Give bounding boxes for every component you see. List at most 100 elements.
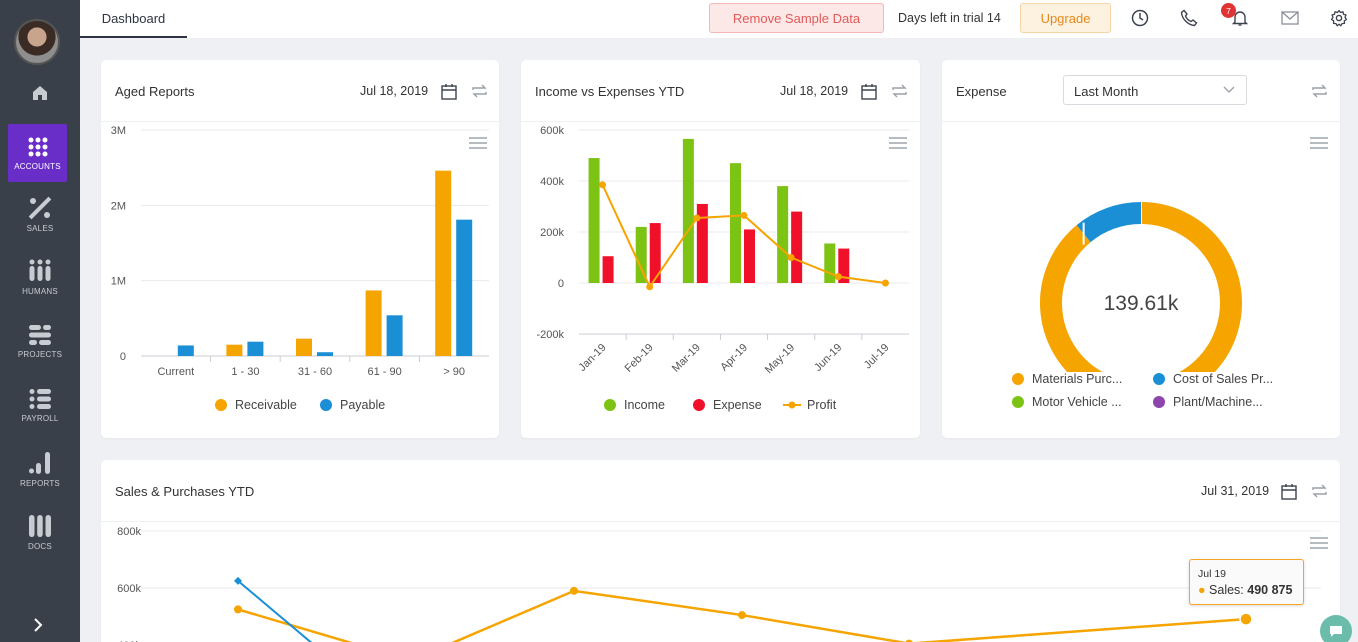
y-tick-label: 600k	[540, 125, 564, 137]
bar-expense	[696, 203, 708, 283]
legend-line-marker	[783, 401, 801, 409]
bar-income	[635, 226, 647, 283]
profit-point	[834, 273, 842, 281]
legend-income[interactable]: Income	[604, 398, 665, 412]
mail-button[interactable]	[1277, 5, 1303, 31]
refresh-icon	[471, 84, 487, 98]
sidebar-item-payroll[interactable]: PAYROLL	[0, 376, 80, 434]
sales-point	[234, 605, 242, 614]
calendar-button[interactable]	[1279, 481, 1299, 501]
refresh-button[interactable]	[1309, 481, 1329, 501]
sidebar-item-sales[interactable]: SALES	[0, 185, 80, 243]
legend-motor-vehicle[interactable]: Motor Vehicle ...	[1012, 395, 1122, 409]
home-button[interactable]	[0, 78, 80, 108]
upgrade-button[interactable]: Upgrade	[1020, 3, 1111, 33]
grid-dots-icon	[28, 137, 47, 156]
refresh-button[interactable]	[1309, 81, 1329, 101]
legend-plant-machinery[interactable]: Plant/Machine...	[1153, 395, 1263, 409]
y-tick-label: 400k	[117, 640, 141, 642]
avatar[interactable]	[14, 19, 60, 65]
legend-dot	[1153, 373, 1165, 385]
calendar-button[interactable]	[859, 81, 879, 101]
payroll-icon	[29, 388, 51, 409]
card-title: Sales & Purchases YTD	[115, 484, 255, 499]
trial-days-text: Days left in trial 14	[898, 11, 1001, 25]
legend-dot	[320, 399, 332, 411]
top-bar: Dashboard Remove Sample Data Days left i…	[80, 0, 1358, 38]
bar-payable	[456, 219, 473, 356]
bar-receivable	[435, 170, 452, 356]
tooltip-label: Sales:	[1209, 583, 1248, 597]
sidebar-item-label: ACCOUNTS	[14, 161, 61, 171]
legend-profit[interactable]: Profit	[783, 398, 836, 412]
settings-button[interactable]	[1326, 5, 1352, 31]
chevron-down-icon	[1223, 86, 1235, 93]
y-tick-label: 0	[120, 351, 126, 363]
y-tick-label: 3M	[111, 125, 126, 137]
clock-icon	[1131, 9, 1149, 27]
legend-receivable[interactable]: Receivable	[215, 398, 297, 412]
remove-sample-data-button[interactable]: Remove Sample Data	[709, 3, 884, 33]
expand-sidebar-button[interactable]	[26, 612, 50, 638]
chart-menu-icon[interactable]	[469, 137, 487, 151]
x-tick-label: Jun-19	[812, 342, 844, 374]
legend-dot	[604, 399, 616, 411]
profit-point	[599, 181, 607, 189]
chat-icon	[1330, 626, 1342, 637]
period-select[interactable]: Last Month	[1063, 75, 1247, 105]
clock-button[interactable]	[1127, 5, 1153, 31]
expense-card: Expense Last Month 139.61k Materials Pur…	[942, 60, 1340, 438]
legend-payable[interactable]: Payable	[320, 398, 385, 412]
aged-reports-chart: 3M 2M 1M 0 Current 1 - 30 31 - 60 61 - 90 > 90	[111, 125, 489, 378]
refresh-button[interactable]	[469, 81, 489, 101]
income-vs-expenses-card: Income vs Expenses YTD Jul 18, 2019 600k…	[521, 60, 920, 438]
card-header: Income vs Expenses YTD Jul 18, 2019	[521, 60, 920, 122]
notifications-button[interactable]	[1227, 5, 1253, 31]
card-header: Aged Reports Jul 18, 2019	[101, 60, 499, 122]
docs-icon	[29, 514, 51, 537]
x-tick-label: Mar-19	[670, 342, 703, 375]
bar-payable	[317, 352, 333, 356]
calendar-icon	[861, 83, 877, 100]
sidebar-item-reports[interactable]: REPORTS	[0, 440, 80, 498]
tooltip-value-row: ● Sales: 490 875	[1198, 583, 1293, 597]
tab-dashboard[interactable]: Dashboard	[80, 0, 187, 38]
legend-cost-of-sales[interactable]: Cost of Sales Pr...	[1153, 372, 1273, 386]
card-header: Expense Last Month	[942, 60, 1340, 122]
expense-donut-chart: 139.61k	[1040, 202, 1242, 372]
x-tick-label: Apr-19	[718, 342, 750, 374]
bar-chart-icon	[29, 451, 50, 474]
sidebar-item-projects[interactable]: PROJECTS	[0, 312, 80, 370]
sidebar-item-docs[interactable]: DOCS	[0, 503, 80, 561]
sidebar-item-label: PAYROLL	[21, 413, 59, 423]
chart-menu-icon[interactable]	[1310, 137, 1328, 151]
sidebar-item-accounts[interactable]: ACCOUNTS	[8, 124, 67, 182]
refresh-button[interactable]	[889, 81, 909, 101]
x-tick-label: Jul-19	[862, 342, 892, 372]
sidebar-item-humans[interactable]: HUMANS	[0, 248, 80, 306]
sidebar-item-label: HUMANS	[22, 286, 58, 296]
x-tick-label: > 90	[443, 366, 465, 378]
donut-slice	[1076, 202, 1142, 243]
legend-materials[interactable]: Materials Purc...	[1012, 372, 1122, 386]
refresh-icon	[1311, 484, 1327, 498]
legend-dot	[215, 399, 227, 411]
chevron-right-icon	[34, 618, 43, 632]
calendar-button[interactable]	[439, 81, 459, 101]
phone-button[interactable]	[1176, 5, 1202, 31]
donut-slice	[1040, 202, 1242, 372]
projects-icon	[29, 324, 51, 345]
sales-point	[738, 611, 746, 620]
gear-icon	[1330, 9, 1348, 27]
legend-expense[interactable]: Expense	[693, 398, 762, 412]
chart-menu-icon[interactable]	[1310, 537, 1328, 551]
purchases-line	[237, 580, 313, 642]
legend-label: Motor Vehicle ...	[1032, 395, 1122, 409]
sales-line	[237, 589, 1247, 642]
refresh-icon	[891, 84, 907, 98]
chart-menu-icon[interactable]	[889, 137, 907, 151]
bar-income	[588, 158, 600, 283]
profit-point	[740, 211, 748, 219]
chat-button[interactable]	[1320, 615, 1352, 642]
select-value: Last Month	[1074, 84, 1139, 99]
